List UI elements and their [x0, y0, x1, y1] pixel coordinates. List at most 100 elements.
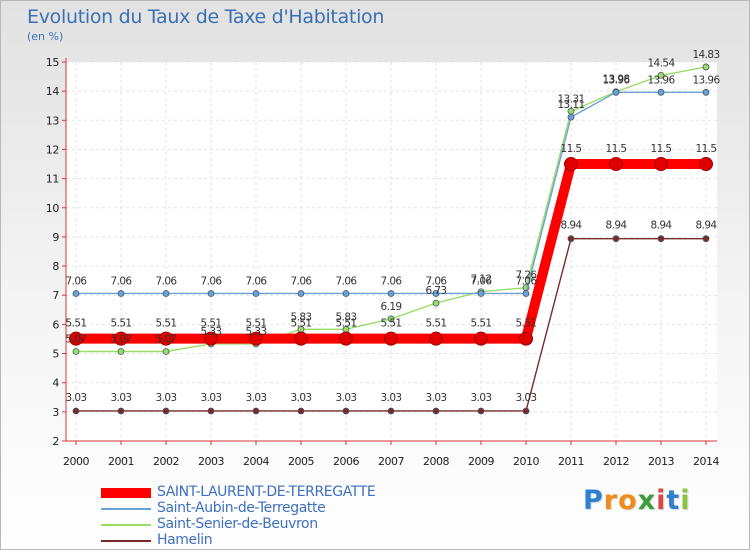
- data-label: 11.5: [651, 143, 672, 155]
- x-tick-label: 2012: [603, 455, 629, 468]
- data-label: 3.03: [66, 392, 87, 404]
- data-label: 5.51: [336, 318, 357, 330]
- data-point: [72, 290, 80, 297]
- legend-label: Saint-Aubin-de-Terregatte: [157, 500, 326, 516]
- logo-letter: r: [603, 485, 619, 516]
- legend-swatch: [101, 540, 151, 542]
- data-point: [294, 331, 308, 346]
- y-tick-label: 15: [46, 56, 60, 69]
- data-point: [432, 290, 440, 297]
- data-label: 13.31: [557, 93, 584, 105]
- data-point: [342, 290, 350, 297]
- series-1: [69, 157, 713, 346]
- data-point: [69, 331, 83, 346]
- data-label: 3.03: [156, 392, 177, 404]
- data-label: 14.83: [692, 49, 719, 61]
- data-point: [114, 331, 128, 346]
- x-tick-label: 2000: [63, 455, 89, 468]
- data-point: [252, 290, 260, 297]
- y-tick-label: 13: [46, 114, 60, 127]
- y-tick-label: 7: [52, 289, 59, 302]
- data-point: [654, 157, 668, 172]
- data-label: 7.06: [516, 275, 538, 287]
- data-label: 3.03: [426, 392, 447, 404]
- data-label: 8.94: [606, 220, 628, 232]
- series-4: [72, 235, 710, 415]
- data-point: [252, 407, 260, 415]
- data-label: 3.03: [291, 392, 312, 404]
- proxiti-logo: Proxiti: [583, 485, 691, 516]
- y-tick-label: 3: [52, 406, 59, 419]
- data-point: [657, 235, 665, 243]
- y-tick-label: 4: [52, 377, 59, 390]
- data-label: 5.51: [246, 318, 267, 330]
- data-label: 5.51: [66, 318, 87, 330]
- data-point: [609, 157, 623, 172]
- data-point: [702, 88, 710, 96]
- data-label: 5.51: [156, 318, 177, 330]
- data-point: [519, 331, 533, 346]
- x-tick-label: 2001: [108, 455, 134, 468]
- data-label: 7.12: [471, 274, 492, 286]
- x-tick-label: 2011: [558, 455, 584, 468]
- x-tick-label: 2008: [423, 455, 449, 468]
- data-point: [432, 407, 440, 415]
- data-label: 5.51: [471, 318, 492, 330]
- plot-background: [66, 62, 717, 441]
- data-label: 13.98: [602, 74, 629, 86]
- data-label: 3.03: [336, 392, 357, 404]
- y-tick-label: 10: [46, 202, 60, 215]
- data-label: 7.06: [471, 275, 493, 287]
- data-label: 3.03: [246, 392, 267, 404]
- data-label: 8.94: [651, 220, 673, 232]
- data-label: 7.06: [156, 275, 178, 287]
- chart-subtitle: (en %): [27, 30, 64, 43]
- data-point: [699, 157, 713, 172]
- data-label: 5.51: [291, 318, 312, 330]
- logo-letter: x: [637, 485, 657, 516]
- x-tick-label: 2002: [153, 455, 179, 468]
- data-label: 13.96: [602, 74, 630, 86]
- data-point: [117, 348, 125, 355]
- data-point: [522, 407, 530, 415]
- data-label: 11.5: [606, 143, 627, 155]
- data-label: 5.33: [246, 326, 267, 338]
- data-label: 7.06: [336, 275, 358, 287]
- data-point: [612, 88, 620, 96]
- data-label: 6.19: [381, 301, 402, 313]
- logo-letter: i: [680, 485, 691, 516]
- data-label: 7.06: [291, 275, 313, 287]
- data-point: [117, 407, 125, 415]
- data-label: 5.51: [516, 318, 537, 330]
- data-label: 3.03: [471, 392, 492, 404]
- x-tick-label: 2009: [468, 455, 494, 468]
- x-tick-label: 2005: [288, 455, 314, 468]
- data-point: [612, 235, 620, 243]
- data-point: [702, 235, 710, 243]
- data-label: 5.83: [336, 311, 357, 323]
- data-label: 3.03: [516, 392, 537, 404]
- data-point: [249, 331, 263, 346]
- x-tick-label: 2014: [693, 455, 719, 468]
- data-point: [204, 331, 218, 346]
- x-tick-label: 2013: [648, 455, 674, 468]
- data-point: [567, 113, 575, 121]
- data-point: [339, 331, 353, 346]
- y-tick-label: 8: [52, 260, 59, 273]
- data-label: 6.73: [426, 285, 447, 297]
- data-point: [297, 407, 305, 415]
- data-point: [387, 407, 395, 415]
- series-2: [72, 88, 710, 297]
- data-label: 13.96: [647, 74, 675, 86]
- data-point: [477, 290, 485, 297]
- x-tick-label: 2007: [378, 455, 404, 468]
- data-point: [387, 315, 395, 323]
- data-label: 7.06: [246, 275, 268, 287]
- data-point: [657, 72, 665, 79]
- data-label: 13.11: [557, 99, 584, 111]
- data-point: [72, 407, 80, 415]
- x-tick-label: 2010: [513, 455, 539, 468]
- data-label: 5.51: [381, 318, 402, 330]
- data-label: 7.06: [426, 275, 448, 287]
- data-point: [207, 290, 215, 297]
